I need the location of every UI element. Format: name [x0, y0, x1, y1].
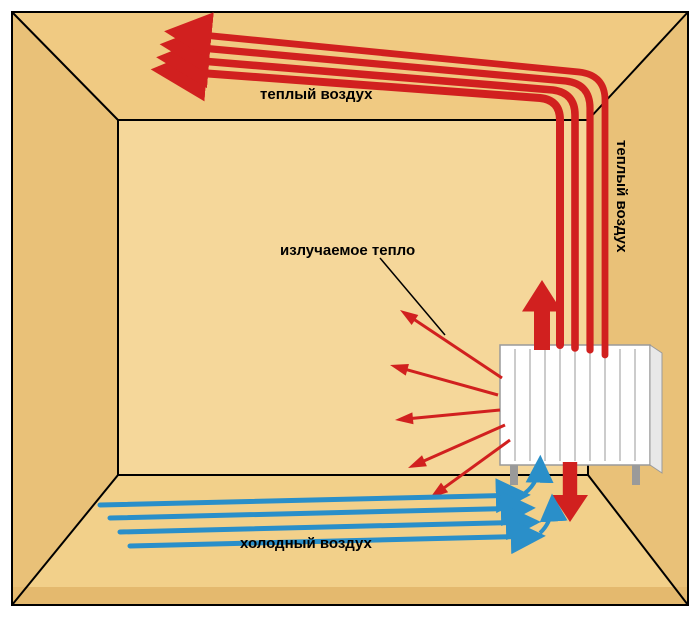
label-warm-air-right: теплый воздух	[613, 140, 630, 253]
label-radiated-heat: излучаемое тепло	[280, 242, 415, 259]
label-warm-air-top: теплый воздух	[260, 86, 373, 103]
label-cold-air: холодный воздух	[240, 535, 372, 552]
radiator	[500, 345, 662, 485]
diagram-container: теплый воздух теплый воздух излучаемое т…	[0, 0, 700, 617]
